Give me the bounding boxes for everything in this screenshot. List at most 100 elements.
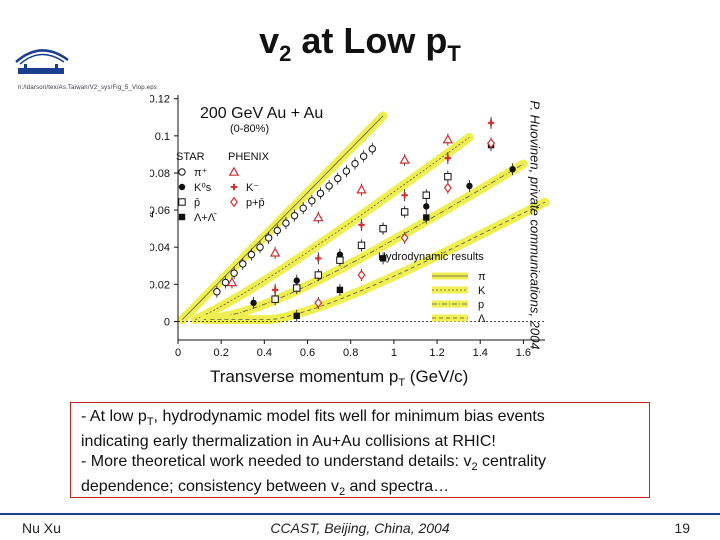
data-point [356, 184, 367, 194]
y-tick-label: 0 [164, 316, 170, 328]
footer-rule [0, 513, 720, 515]
conclusion-line-2: indicating early thermalization in Au+Au… [81, 433, 496, 451]
y-tick-label: 0.06 [150, 205, 170, 217]
data-point [357, 241, 366, 250]
data-point [466, 182, 473, 190]
legend-star-header: STAR [176, 151, 205, 163]
data-point [509, 166, 516, 173]
data-point [443, 182, 452, 193]
hydro-curve-0 [182, 115, 384, 320]
conclusion-line-4: dependence; consistency between v2 and s… [81, 478, 450, 499]
legend-marker [178, 213, 186, 221]
x-tick-label: 1.6 [516, 347, 531, 359]
data-point [290, 211, 299, 220]
data-point [334, 174, 342, 183]
data-point [487, 119, 495, 127]
data-point [293, 284, 301, 292]
chart-title: 200 GeV Au + Au [200, 105, 323, 122]
data-points [213, 116, 516, 322]
data-point [299, 204, 307, 212]
data-point [358, 221, 365, 229]
data-point [423, 203, 430, 210]
x-axis-title: Transverse momentum pT (GeV/c) [210, 367, 468, 389]
hydro-legend-label: K [478, 285, 486, 297]
legend-marker [178, 198, 186, 206]
x-tick-label: 1.4 [473, 347, 488, 359]
data-point [264, 234, 273, 242]
data-point [379, 255, 387, 262]
data-point [221, 278, 230, 287]
data-point [269, 247, 281, 257]
legend-label: Λ+Λ̄ [194, 212, 217, 224]
legend-marker [178, 183, 186, 191]
footer-page-number: 19 [674, 520, 690, 536]
chart-subtitle: (0-80%) [230, 123, 269, 135]
data-point [315, 255, 322, 262]
data-point [342, 167, 351, 175]
y-tick-label: 0.12 [150, 94, 170, 106]
data-point [314, 297, 323, 309]
x-tick-label: 0.4 [257, 347, 272, 359]
x-tick-label: 0.2 [214, 347, 229, 359]
legend-label: p+p̄ [246, 197, 265, 209]
conclusion-line-1: - At low pT, hydrodynamic model fits wel… [81, 408, 545, 429]
data-point [316, 189, 325, 198]
data-point [325, 182, 333, 190]
legend-phenix-header: PHENIX [228, 151, 270, 163]
data-point [351, 159, 359, 168]
data-point [250, 299, 257, 307]
y-tick-label: 0.1 [155, 131, 170, 143]
data-point [230, 269, 238, 277]
data-point [293, 312, 300, 320]
data-point [487, 138, 495, 149]
hydro-curve-2 [203, 163, 524, 320]
y-tick-label: 0.08 [150, 168, 170, 180]
data-point [359, 152, 368, 160]
data-point [314, 271, 323, 279]
institution-logo [15, 49, 69, 74]
legend-label: p̄ [194, 197, 200, 209]
conclusion-line-3: - More theoretical work needed to unders… [81, 453, 547, 474]
data-point [256, 243, 264, 251]
page-title: v2 at Low pT [259, 20, 461, 67]
data-point [247, 250, 256, 259]
data-point [282, 219, 290, 227]
x-tick-label: 0.8 [343, 347, 358, 359]
data-point [213, 288, 221, 296]
hydro-legend-label: p [478, 299, 484, 311]
data-point [379, 224, 387, 233]
data-point [271, 286, 279, 294]
data-point [226, 277, 238, 287]
hydro-curve-3 [210, 201, 546, 320]
file-path-label: n:/ldarson/tex/As.Taiwan/V2_sys/Fig_5_Vl… [18, 85, 157, 91]
footer-venue: CCAST, Beijing, China, 2004 [270, 520, 450, 536]
x-tick-label: 0 [175, 347, 181, 359]
data-point [313, 212, 324, 222]
hydro-title: Hydrodynamic results [378, 251, 484, 263]
data-point [444, 154, 452, 162]
x-tick-label: 0.6 [300, 347, 315, 359]
hydro-curve-1 [195, 137, 470, 320]
hydro-bands [177, 111, 550, 325]
legend-marker [228, 166, 240, 176]
hydro-legend-label: π [478, 271, 486, 283]
v2-chart: 0 0.02 0.04 0.06 0.08 0.1 0.12 0 0.2 0.4 0.6 0.8 1 1.… [150, 90, 550, 390]
legend-marker [230, 183, 238, 191]
legend-label: K⁻ [246, 182, 259, 194]
hydro-legend-label: Λ [478, 313, 486, 325]
data-point [444, 172, 452, 181]
data-point [336, 256, 344, 264]
data-point [400, 208, 409, 216]
data-point [442, 134, 454, 144]
data-point [399, 154, 410, 164]
data-point [401, 192, 408, 199]
legend-marker [178, 168, 186, 176]
y-tick-label: 0.02 [150, 279, 170, 291]
data-point [336, 286, 344, 294]
data-point [357, 269, 366, 281]
conclusion-box: - At low pT, hydrodynamic model fits wel… [70, 402, 650, 499]
data-point [368, 145, 376, 153]
data-point [308, 197, 316, 205]
chart-axes: 0 0.02 0.04 0.06 0.08 0.1 0.12 0 0.2 0.4 0.6 0.8 1 1.… [150, 94, 545, 359]
data-point [400, 232, 409, 244]
